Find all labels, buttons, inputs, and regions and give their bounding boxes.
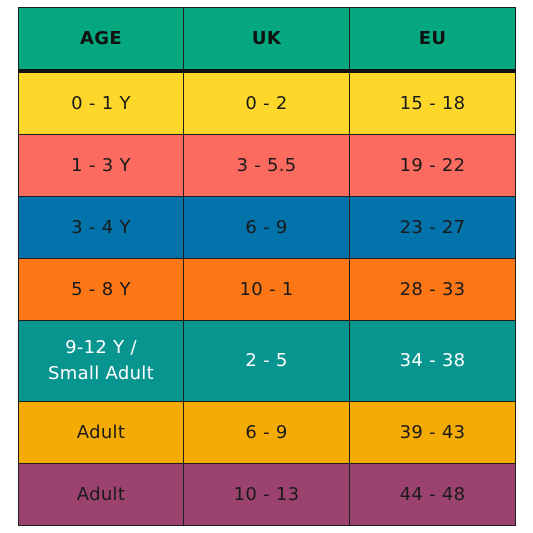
eu-size-cell: 44 - 48 [349, 463, 516, 526]
table-row: 1 - 3 Y 3 - 5.5 19 - 22 [18, 134, 516, 197]
header-eu: EU [349, 7, 516, 73]
uk-size-cell: 10 - 13 [183, 463, 350, 526]
size-chart-table: AGE UK EU 0 - 1 Y 0 - 2 15 - 18 1 - 3 Y … [18, 7, 516, 526]
table-row: 0 - 1 Y 0 - 2 15 - 18 [18, 70, 516, 135]
age-cell: 9-12 Y / Small Adult [18, 320, 184, 402]
uk-size-cell: 6 - 9 [183, 196, 350, 259]
eu-size-cell: 28 - 33 [349, 258, 516, 321]
eu-size-cell: 39 - 43 [349, 401, 516, 464]
age-line-1: 9-12 Y / [65, 337, 137, 358]
table-row: Adult 10 - 13 44 - 48 [18, 463, 516, 526]
uk-size-cell: 2 - 5 [183, 320, 350, 402]
table-row: 9-12 Y / Small Adult 2 - 5 34 - 38 [18, 320, 516, 402]
age-cell: 5 - 8 Y [18, 258, 184, 321]
uk-size-cell: 0 - 2 [183, 70, 350, 135]
uk-size-cell: 3 - 5.5 [183, 134, 350, 197]
age-line-2: Small Adult [48, 363, 154, 384]
eu-size-cell: 23 - 27 [349, 196, 516, 259]
header-age: AGE [18, 7, 184, 73]
age-cell: Adult [18, 401, 184, 464]
uk-size-cell: 6 - 9 [183, 401, 350, 464]
age-cell: Adult [18, 463, 184, 526]
uk-size-cell: 10 - 1 [183, 258, 350, 321]
table-row: Adult 6 - 9 39 - 43 [18, 401, 516, 464]
header-row: AGE UK EU [18, 7, 516, 73]
eu-size-cell: 34 - 38 [349, 320, 516, 402]
table-row: 5 - 8 Y 10 - 1 28 - 33 [18, 258, 516, 321]
eu-size-cell: 15 - 18 [349, 70, 516, 135]
header-uk: UK [183, 7, 350, 73]
eu-size-cell: 19 - 22 [349, 134, 516, 197]
age-cell: 3 - 4 Y [18, 196, 184, 259]
age-cell: 1 - 3 Y [18, 134, 184, 197]
age-cell: 0 - 1 Y [18, 70, 184, 135]
table-row: 3 - 4 Y 6 - 9 23 - 27 [18, 196, 516, 259]
